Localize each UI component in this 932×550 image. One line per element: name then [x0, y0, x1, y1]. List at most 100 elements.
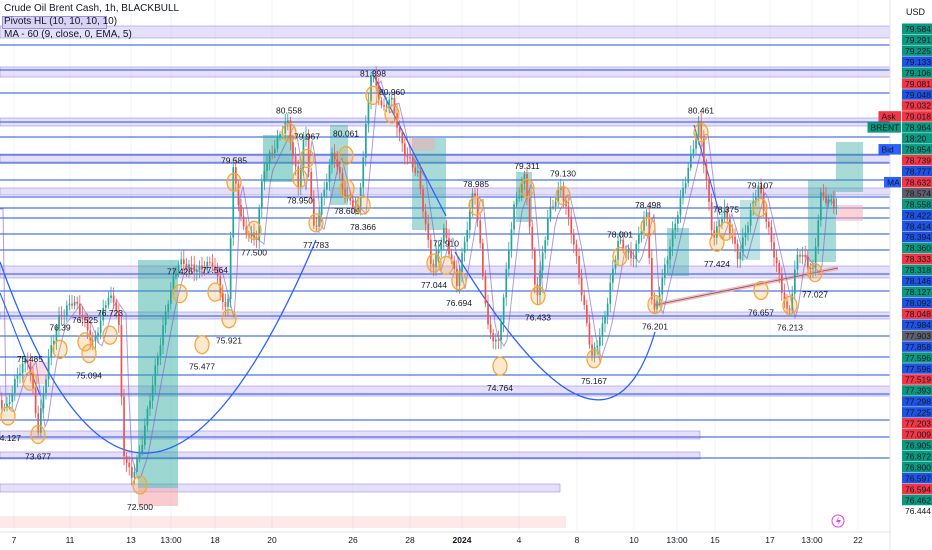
candle: [679, 197, 682, 216]
pivots-indicator-badge[interactable]: [2, 16, 107, 29]
axis-tag-label: Ask: [882, 112, 897, 122]
candle: [557, 189, 560, 202]
candle: [583, 295, 586, 306]
candle: [690, 153, 692, 168]
candle: [8, 401, 11, 404]
candle: [318, 214, 320, 227]
candle: [1, 400, 3, 409]
candle: [523, 173, 526, 185]
candle: [515, 198, 518, 205]
pivot-circle: [339, 179, 355, 199]
candle: [471, 193, 474, 209]
candle: [596, 346, 599, 348]
candle: [53, 340, 55, 345]
price-tag-label: 77.858: [905, 342, 931, 352]
candle: [42, 392, 45, 409]
candle: [630, 250, 632, 259]
price-tag-label: 78.318: [905, 265, 931, 275]
grid: [13, 0, 859, 530]
price-tag: [902, 89, 932, 100]
pivot-circle: [612, 246, 628, 267]
candle: [235, 167, 237, 184]
candle: [671, 230, 674, 247]
candle: [609, 282, 612, 304]
candle: [177, 264, 180, 273]
ma-indicator-label[interactable]: MA - 60 (9, close, 0, EMA, 5): [4, 29, 132, 40]
price-tag: [902, 133, 932, 144]
candle: [292, 142, 294, 157]
candle: [60, 314, 63, 317]
candle: [383, 105, 385, 107]
price-tag-label: 77.984: [905, 320, 931, 330]
position-box: [808, 180, 836, 262]
candle: [34, 388, 37, 414]
candle: [726, 207, 729, 220]
candle: [198, 265, 201, 271]
candle: [432, 263, 435, 268]
candle: [167, 303, 170, 312]
candle: [307, 135, 310, 172]
candle: [760, 185, 762, 194]
pivot-label: 79.585: [221, 155, 247, 165]
pivot-label: 77.500: [241, 247, 267, 257]
candle: [729, 219, 731, 234]
price-tag: [902, 231, 932, 243]
price-tag: [902, 385, 932, 396]
candle: [710, 201, 713, 231]
candle: [593, 347, 596, 356]
candle: [315, 225, 318, 227]
candle: [617, 240, 619, 260]
pivot-circle: [782, 295, 798, 315]
axis-tag: [878, 144, 901, 155]
pivot-label: 76.433: [525, 313, 551, 323]
position-box: [30, 362, 48, 384]
candle: [261, 181, 263, 208]
pivot-circle: [647, 294, 663, 315]
candle: [266, 162, 268, 172]
time-tick-label: 11: [66, 535, 75, 545]
candle: [367, 101, 370, 125]
pivot-circle: [753, 280, 769, 301]
candle: [170, 290, 172, 304]
candle: [718, 224, 721, 227]
pivot-label: 78.985: [463, 179, 489, 189]
price-tag: [902, 461, 932, 473]
pivot-circle: [384, 104, 400, 124]
price-tag: [902, 297, 932, 308]
candle: [357, 205, 359, 207]
cup-arc-right: [454, 251, 656, 401]
candle: [700, 120, 703, 139]
candle: [768, 221, 770, 228]
price-tag-label: 76.872: [905, 451, 931, 461]
pivot-label: 79.967: [294, 132, 320, 142]
currency-label[interactable]: USD: [906, 7, 926, 17]
candle: [71, 303, 73, 306]
candle: [599, 336, 601, 347]
candle: [164, 311, 167, 326]
pivot-label: 75.094: [76, 371, 102, 381]
price-tag-label: 78.558: [905, 199, 931, 209]
candle: [6, 403, 8, 408]
candle: [773, 242, 775, 258]
candle: [211, 262, 214, 267]
axis-tag: [878, 111, 901, 122]
candle: [547, 217, 549, 241]
candle: [765, 211, 768, 222]
pivot-label: 78.950: [287, 195, 313, 205]
candle: [146, 408, 149, 426]
pivot-circle: [246, 220, 262, 240]
price-tag: [902, 34, 932, 45]
price-tag: [902, 363, 932, 374]
pivots: 81.398 80.960 80.558 80.461 80.061 79.967 79.5…: [0, 68, 828, 512]
candle: [131, 467, 133, 478]
price-tag: [902, 176, 932, 188]
pivots-indicator-label[interactable]: Pivots HL (10, 10, 10, 10): [4, 16, 118, 27]
pivot-label: 76.657: [748, 307, 774, 317]
candle: [196, 270, 198, 272]
candle: [684, 182, 687, 188]
candle: [458, 273, 461, 287]
price-tag: [902, 483, 932, 495]
candle: [159, 345, 162, 357]
price-tag: [902, 472, 932, 484]
